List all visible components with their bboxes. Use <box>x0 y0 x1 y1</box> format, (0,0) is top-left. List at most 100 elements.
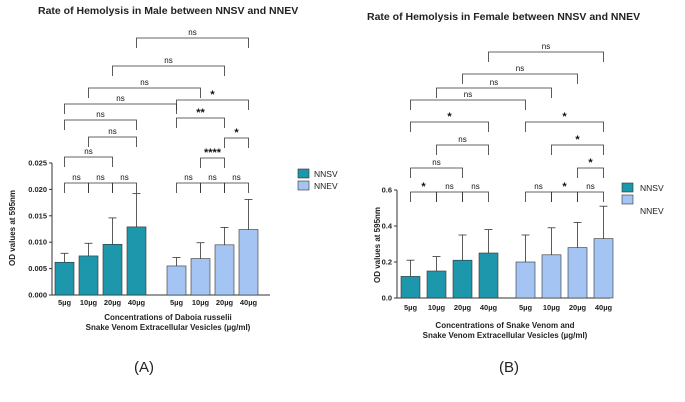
chart-a-category-label: 20µg <box>216 298 234 307</box>
chart-a-bar <box>190 258 211 296</box>
chart-b-title: Rate of Hemolysis in Female between NNSV… <box>367 11 640 23</box>
chart-b-significance-label: ns <box>471 182 479 191</box>
chart-a-significance-bracket <box>112 182 137 193</box>
chart-a-plot: 0.000 0.005 0.010 0.015 0.020 0.025 5µg 10µg 20µ… <box>28 28 270 307</box>
chart-a-significance-bracket <box>64 119 137 130</box>
chart-b-ytick-label: 0.4 <box>382 222 393 231</box>
chart-a-significance-label: ns <box>108 127 116 136</box>
chart-a-category-label: 10µg <box>80 298 98 307</box>
chart-a-significance-label: ns <box>208 173 216 182</box>
chart-b-significance-bracket <box>525 121 604 132</box>
chart-a-significance-label: ns <box>232 173 240 182</box>
chart-a-category-label: 20µg <box>104 298 122 307</box>
chart-b-category-label: 5µg <box>404 303 417 312</box>
chart-b-bar <box>452 259 473 299</box>
chart-a-significance-bracket <box>176 117 225 128</box>
legend-b-swatch-nnsv <box>621 182 634 193</box>
chart-a-significance-label: **** <box>204 147 222 159</box>
legend-b-swatch-nnev <box>621 194 634 205</box>
chart-a-significance-label: ns <box>140 78 148 87</box>
chart-b-category-label: 20µg <box>454 303 472 312</box>
chart-a-significance-label: * <box>210 89 215 101</box>
chart-b-bar <box>478 252 499 299</box>
chart-a-bar <box>54 261 75 296</box>
chart-a-ytick-label: 0.005 <box>28 264 47 273</box>
chart-a-category-label: 5µg <box>170 298 183 307</box>
chart-b-significance-bracket <box>525 191 552 202</box>
chart-b-significance-label: * <box>588 157 593 169</box>
chart-b-ytick-label: 0.0 <box>382 294 392 303</box>
chart-b-category-label: 20µg <box>569 303 587 312</box>
chart-b-plot: 0.0 0.2 0.4 0.6 5µg 10µg 20µg 40µg 5µg 10µg 20µg 40… <box>382 42 614 312</box>
chart-a-significance-bracket <box>136 37 249 48</box>
chart-b-bar <box>593 238 614 299</box>
chart-b-bar <box>400 276 421 299</box>
chart-a-significance-label: ns <box>72 173 80 182</box>
legend-a-label-nnsv: NNSV <box>314 169 338 179</box>
chart-a-ytick-label: 0.000 <box>28 291 47 300</box>
chart-b-significance-label: * <box>562 181 567 193</box>
chart-b-significance-bracket <box>551 144 604 155</box>
chart-b-significance-bracket <box>410 191 437 202</box>
chart-b-significance-bracket <box>410 99 526 110</box>
chart-a-significance-bracket <box>88 87 201 98</box>
chart-a-category-label: 5µg <box>58 298 71 307</box>
chart-b-significance-bracket <box>551 191 578 202</box>
chart-b-ytick-label: 0.6 <box>382 186 392 195</box>
chart-a-significance-label: ns <box>116 94 124 103</box>
chart-b-significance-bracket <box>436 191 463 202</box>
chart-b-category-label: 10µg <box>543 303 561 312</box>
chart-b-category-label: 40µg <box>480 303 498 312</box>
chart-b-ytick-label: 0.2 <box>382 258 392 267</box>
chart-b-significance-bracket <box>410 167 463 178</box>
legend-b-label-nnsv: NNSV <box>640 183 664 193</box>
chart-a-title: Rate of Hemolysis in Male between NNSV a… <box>38 5 298 17</box>
chart-a-bar <box>78 255 99 296</box>
chart-a-significance-label: ** <box>196 107 205 119</box>
chart-a-ylabel: OD values at 595nm <box>8 190 17 266</box>
chart-a-significance-bracket <box>224 137 249 148</box>
chart-a-significance-bracket <box>224 182 249 193</box>
chart-a-significance-bracket <box>64 182 89 193</box>
chart-a-significance-label: ns <box>184 173 192 182</box>
chart-a-panel-label: (A) <box>134 359 154 376</box>
chart-a-significance-bracket <box>64 156 113 167</box>
chart-b-significance-label: ns <box>464 90 472 99</box>
legend-b-label-nnev: NNEV <box>640 206 664 216</box>
chart-a-significance-bracket <box>176 99 249 110</box>
chart-b-significance-label: * <box>575 134 580 146</box>
chart-b-panel-label: (B) <box>499 359 519 376</box>
chart-b-significance-bracket <box>577 191 604 202</box>
chart-b-significance-bracket <box>436 87 552 98</box>
chart-a-bar <box>126 226 147 296</box>
chart-b-category-label: 10µg <box>428 303 446 312</box>
chart-a-significance-label: ns <box>188 28 196 37</box>
chart-b-significance-label: * <box>447 111 452 123</box>
chart-b-category-label: 5µg <box>519 303 532 312</box>
chart-a-ytick-label: 0.025 <box>28 159 47 168</box>
chart-b-bar <box>567 247 588 299</box>
chart-b-significance-bracket <box>577 167 604 178</box>
chart-a-bar <box>238 229 259 296</box>
chart-b-ylabel: OD values at 595nm <box>373 207 382 283</box>
chart-a-significance-bracket <box>176 182 201 193</box>
chart-b-significance-label: ns <box>458 135 466 144</box>
chart-a-ytick-label: 0.020 <box>28 185 47 194</box>
chart-b-significance-label: ns <box>534 182 542 191</box>
chart-b-bar <box>515 261 536 299</box>
chart-a-significance-label: ns <box>84 147 92 156</box>
chart-b-significance-bracket <box>462 73 578 84</box>
legend-a-swatch-nnsv <box>297 168 310 179</box>
chart-a-bar <box>214 244 235 296</box>
chart-b-xlabel-2: Snake Venom Extracellular Vesicles (µg/m… <box>423 331 588 340</box>
chart-a-significance-bracket <box>88 182 113 193</box>
chart-b-bar <box>426 270 447 299</box>
chart-a-xlabel-1: Concentrations of Daboia russelii <box>104 313 232 322</box>
chart-a-bar <box>166 265 187 296</box>
chart-a-significance-bracket <box>200 157 225 168</box>
chart-b-significance-label: * <box>421 181 426 193</box>
chart-b-significance-label: ns <box>490 78 498 87</box>
chart-b-significance-label: ns <box>516 64 524 73</box>
chart-b-significance-bracket <box>436 144 489 155</box>
